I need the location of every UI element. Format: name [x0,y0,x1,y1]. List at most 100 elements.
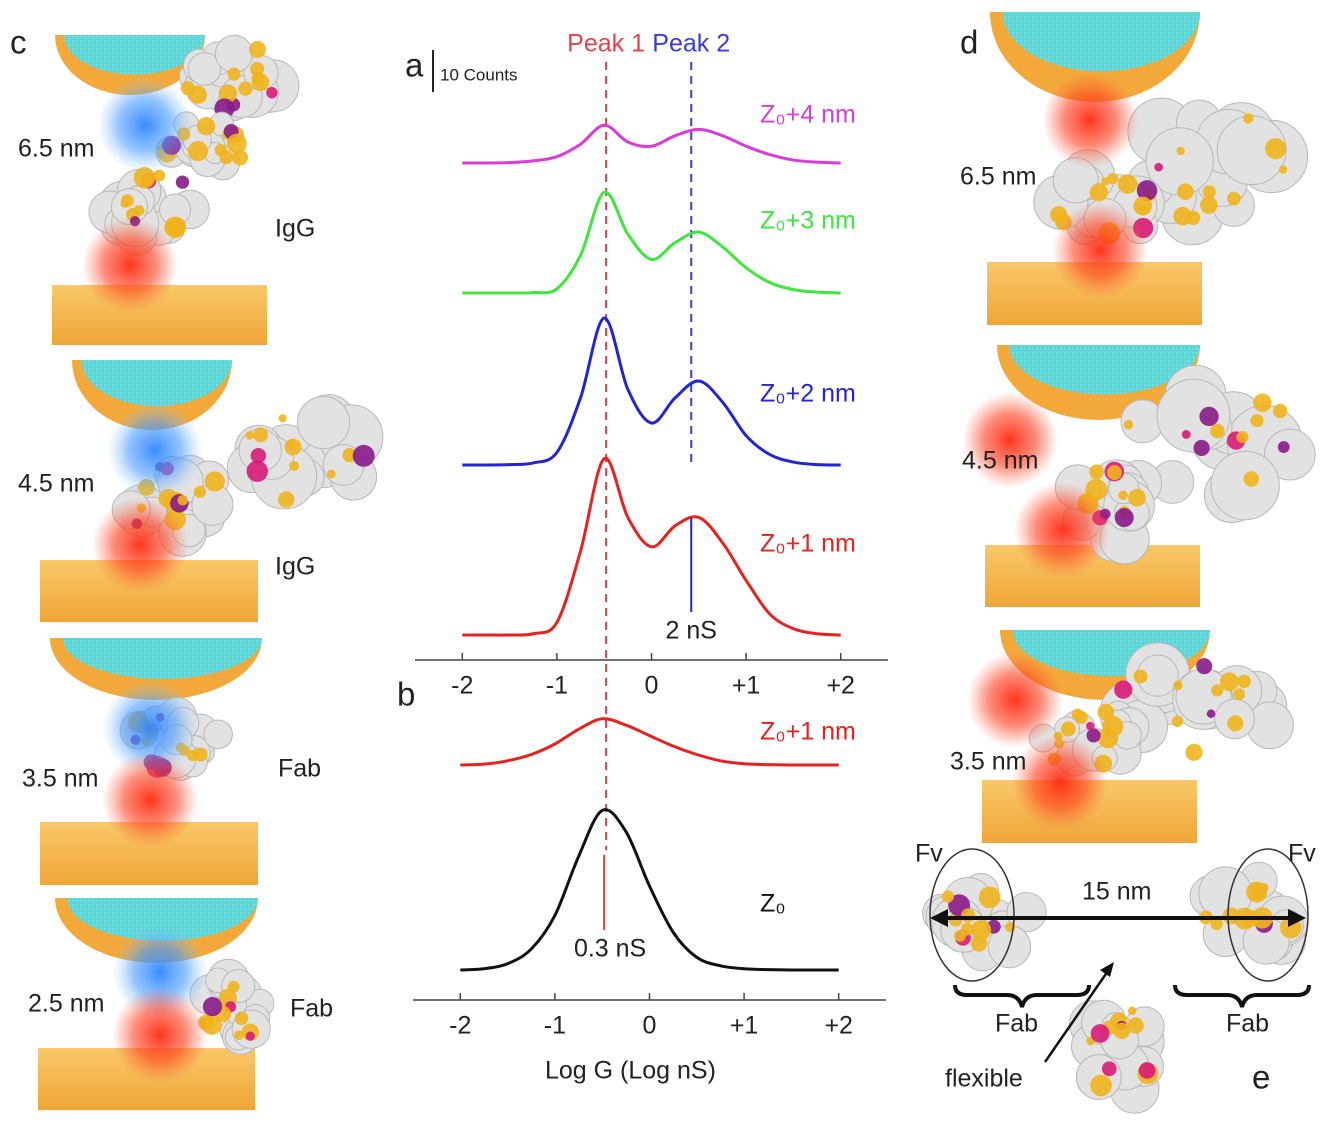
residue [197,117,215,135]
residue [1118,174,1137,193]
residue [232,150,248,166]
residue [285,439,302,456]
residue [1185,744,1202,761]
residue [1220,672,1239,691]
residue [1107,465,1122,480]
protein-lobe [1211,451,1279,519]
residue [1173,681,1183,691]
residue [961,908,975,922]
residue [251,448,266,463]
x-tick-label: -2 [449,1012,471,1040]
x-tick-label: +1 [730,1012,759,1040]
residue [1273,404,1287,418]
contact-glow [92,497,188,593]
x-tick-label: -1 [546,672,568,700]
marker-label: 0.3 nS [574,935,646,963]
residue [176,175,189,188]
residue [1102,716,1123,737]
residue [1186,211,1200,225]
residue [1265,138,1286,159]
residue [1090,1075,1112,1097]
series-label: Z₀+1 nm [760,718,856,746]
distance-label: 4.5 nm [18,470,94,498]
protein-lobe [204,720,233,749]
distance-label: 4.5 nm [962,447,1038,475]
residue [1087,728,1101,742]
residue [203,997,222,1016]
residue [1199,407,1218,426]
peak-label: Peak 2 [652,30,730,58]
residue [1233,688,1245,700]
residue [942,890,954,902]
x-tick-label: +1 [732,672,761,700]
residue [1278,441,1290,453]
contact-glow [1014,482,1110,578]
residue [246,431,254,439]
residue [1128,1007,1137,1016]
distance-label: 6.5 nm [960,163,1036,191]
scale-bar-label: 10 Counts [440,65,518,84]
residue [188,141,208,161]
molecule-label: Fab [278,755,321,783]
residue [249,41,266,58]
residue [238,82,252,96]
contact-glow [107,402,203,498]
x-tick-label: +2 [826,672,855,700]
residue [1134,669,1148,683]
residue [979,886,1001,908]
residue [1182,430,1191,439]
annotation: flexible [945,1065,1023,1093]
residue [1177,183,1194,200]
residue [1114,681,1132,699]
residue [278,414,286,422]
protein [227,395,383,509]
residue [1210,424,1225,439]
residue [1203,185,1216,198]
molecule-label: IgG [275,215,315,243]
marker-label: 2 nS [666,617,717,645]
residue [1072,709,1084,721]
residue [1253,394,1272,413]
peak-label: Peak 1 [567,30,645,58]
protein-lobe [1157,379,1230,452]
residue [954,930,966,942]
x-tick-label: 0 [645,672,659,700]
residue [278,491,294,507]
residue [1243,113,1253,123]
distance-label: 2.5 nm [28,990,104,1018]
series-label: Z₀+4 nm [760,101,856,129]
residue [189,86,207,104]
residue [1172,716,1183,727]
residue [1196,658,1212,674]
protein [1069,1000,1164,1113]
residue [215,144,227,156]
residue [205,471,225,491]
residue [1124,420,1133,429]
residue [1089,464,1104,479]
contact-glow [102,752,198,848]
residue [289,461,299,471]
protein-lobe [297,396,349,448]
distance-label: 3.5 nm [950,748,1026,776]
residue [1227,192,1241,206]
residue [235,1011,249,1025]
residue [251,72,264,85]
residue [266,87,277,98]
residue [1227,715,1243,731]
residue [1102,1061,1117,1076]
residue [1128,489,1146,507]
contact-glow [97,77,193,173]
residue [227,981,239,993]
series-label: Z₀+2 nm [760,380,856,408]
panel-label: c [10,24,27,61]
molecule-label: Fab [290,995,333,1023]
annotation: 15 nm [1082,878,1151,906]
residue [194,486,206,498]
series-label: Z₀ [760,890,786,918]
residue [971,920,991,940]
residue [1133,197,1152,216]
residue [1251,884,1266,899]
residue [327,470,336,479]
fit-curve [462,125,840,163]
residue [1236,431,1248,443]
